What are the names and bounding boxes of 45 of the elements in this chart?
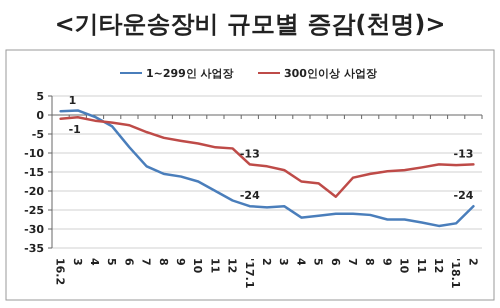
data-label: -13 [240, 147, 260, 160]
x-tick-label: 12 [226, 258, 239, 274]
x-tick-label: 3 [70, 258, 84, 266]
data-label: -1 [68, 122, 81, 136]
x-tick-label: 3 [277, 258, 290, 266]
y-tick-label: -5 [32, 128, 44, 141]
x-tick-label: 16.2 [54, 258, 67, 286]
data-label: -13 [454, 147, 474, 160]
data-label: -24 [240, 189, 260, 202]
x-tick-label: 2 [260, 258, 273, 266]
y-tick-label: 0 [36, 109, 44, 122]
x-tick-label: 9 [174, 258, 187, 266]
line-series [59, 109, 475, 228]
y-tick-label: -25 [24, 204, 44, 217]
x-tick-label: 5 [312, 258, 325, 266]
y-tick-label: -15 [24, 166, 44, 179]
x-tick-label: 2 [466, 258, 480, 266]
y-tick-label: -35 [24, 242, 44, 255]
x-tick-label: 6 [122, 258, 136, 266]
data-label: 1 [68, 94, 76, 108]
chart-title: <기타운송장비 규모별 증감(천명)> [54, 10, 446, 38]
x-tick-label: 8 [156, 258, 170, 266]
y-tick-label: -10 [24, 147, 44, 160]
x-tick-label: 12 [432, 258, 445, 274]
x-tick-label: 4 [294, 258, 308, 266]
line-series [59, 116, 475, 198]
x-tick-label: 9 [380, 258, 394, 266]
x-tick-label: 6 [328, 258, 342, 266]
x-tick-label: 11 [414, 258, 428, 274]
x-tick-label: 10 [191, 258, 204, 274]
x-tick-label: 7 [140, 258, 153, 266]
x-tick-label: 4 [88, 258, 101, 266]
y-tick-label: -30 [24, 223, 44, 236]
x-tick-label: 7 [346, 258, 359, 266]
legend-label: 1~299인 사업장 [146, 67, 234, 80]
x-tick-label: 8 [363, 258, 376, 266]
legend-label: 300인이상 사업장 [284, 67, 377, 80]
x-tick-label: '18.1 [449, 258, 462, 289]
x-tick-label: 10 [398, 258, 411, 274]
x-tick-label: 11 [208, 258, 222, 274]
x-tick-label: 5 [105, 258, 118, 266]
data-label: -24 [454, 189, 474, 202]
y-tick-label: -20 [24, 185, 44, 198]
x-tick-label: '17.1 [242, 258, 256, 289]
y-tick-label: 5 [36, 90, 44, 103]
